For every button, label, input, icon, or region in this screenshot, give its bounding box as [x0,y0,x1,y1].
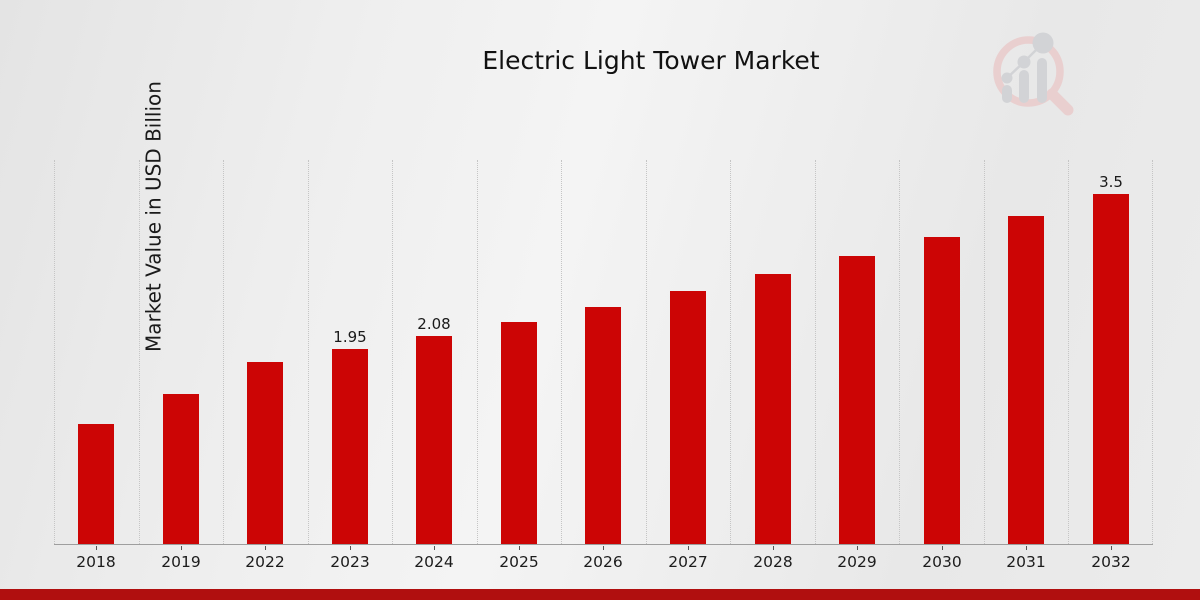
x-tick-label-2032: 2032 [1091,553,1131,571]
x-tick-label-2029: 2029 [837,553,877,571]
bar-2025 [501,322,537,544]
bar-2018 [78,424,114,544]
bar-2030 [924,237,960,544]
bar-2024 [416,336,452,544]
x-tick-label-2025: 2025 [499,553,539,571]
x-tick-label-2028: 2028 [753,553,793,571]
x-tick-label-2018: 2018 [76,553,116,571]
x-tick-label-2019: 2019 [161,553,201,571]
gridline [561,160,562,544]
x-axis-tick [942,546,943,550]
x-tick-label-2027: 2027 [668,553,708,571]
x-axis-tick [434,546,435,550]
gridline [984,160,985,544]
x-tick-label-2026: 2026 [583,553,623,571]
gridline [730,160,731,544]
bar-2031 [1008,216,1044,544]
gridline [392,160,393,544]
bar-2029 [839,256,875,544]
gridline [1152,160,1153,544]
x-tick-label-2024: 2024 [414,553,454,571]
x-axis-tick [265,546,266,550]
gridline [308,160,309,544]
x-axis-tick [1026,546,1027,550]
x-tick-label-2023: 2023 [330,553,370,571]
bar-value-label: 2.08 [417,315,451,333]
x-axis-tick [688,546,689,550]
x-axis-tick [181,546,182,550]
footer-accent-bar [0,589,1200,600]
x-axis-tick [773,546,774,550]
bar-2028 [755,274,791,544]
chart-title: Electric Light Tower Market [482,46,820,75]
x-tick-label-2031: 2031 [1006,553,1046,571]
bar-2019 [163,394,199,544]
gridline [223,160,224,544]
x-tick-label-2022: 2022 [245,553,285,571]
x-axis-tick [519,546,520,550]
x-tick-label-2030: 2030 [922,553,962,571]
gridline [815,160,816,544]
x-axis-tick [603,546,604,550]
bar-2022 [247,362,283,544]
x-axis-tick [96,546,97,550]
bar-2026 [585,307,621,544]
bar-2027 [670,291,706,544]
bar-value-label: 3.5 [1099,173,1123,191]
gridline [139,160,140,544]
x-axis-tick [857,546,858,550]
gridline [646,160,647,544]
magnifier-bar-chart-logo-icon [993,32,1074,116]
x-axis-tick [1111,546,1112,550]
bar-2032 [1093,194,1129,544]
plot-area: 2018 2019 2022 1.95 2023 2.08 2024 2025 2026 2027… [54,160,1153,571]
gridline [1068,160,1069,544]
bar-value-label: 1.95 [333,328,367,346]
bar-2023 [332,349,368,544]
gridline [54,160,55,544]
x-axis-tick [350,546,351,550]
gridline [899,160,900,544]
gridline [477,160,478,544]
